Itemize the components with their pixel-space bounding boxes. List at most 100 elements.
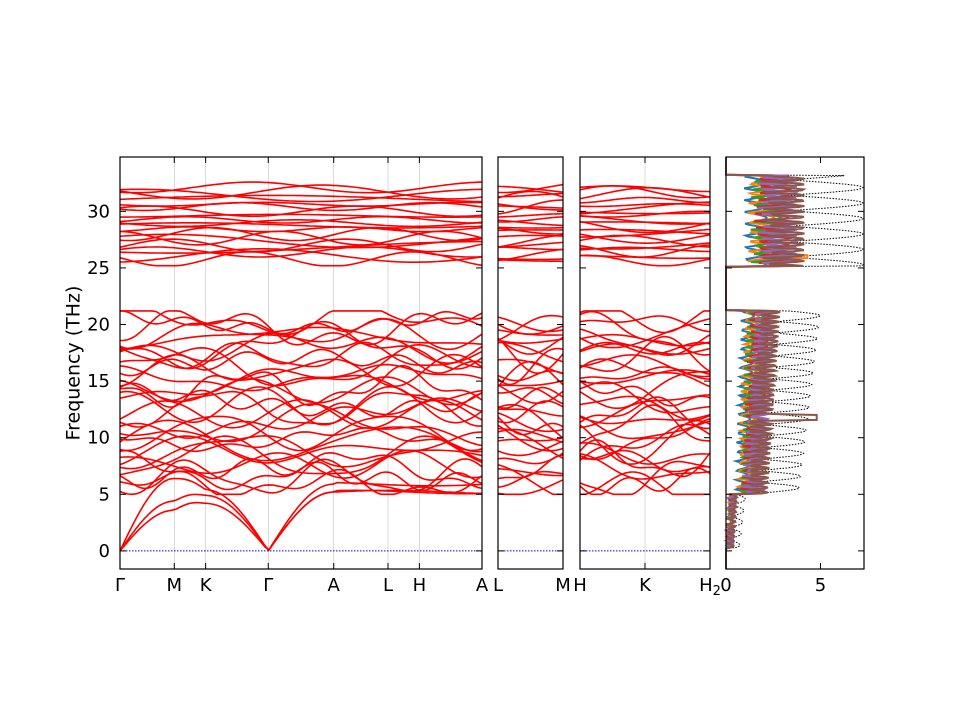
optical-band-low-10 <box>579 418 711 461</box>
optical-band-high-3 <box>498 257 563 261</box>
optical-band-high-5 <box>498 241 564 249</box>
optical-band-low-16 <box>497 408 563 417</box>
y-tick-label: 15 <box>87 371 110 392</box>
optical-band-high-8 <box>579 228 711 235</box>
optical-band-low-4 <box>119 449 483 491</box>
optical-band-low-20 <box>579 369 711 385</box>
optical-band-low-9 <box>119 419 483 462</box>
optical-band-low-27 <box>579 328 711 357</box>
optical-band-low-31 <box>497 314 564 341</box>
x-tick-label: A <box>328 575 341 596</box>
optical-band-low-12 <box>119 403 483 447</box>
optical-band-high-10 <box>498 226 563 229</box>
optical-band-high-7 <box>119 230 483 246</box>
x-tick-label: K <box>639 575 652 596</box>
optical-band-low-25 <box>498 341 564 363</box>
optical-band-high-4 <box>119 240 482 254</box>
optical-band-low-2 <box>119 458 483 496</box>
optical-band-high-20 <box>579 185 710 193</box>
optical-band-low-20 <box>119 368 483 402</box>
x-tick-label: Γ <box>115 575 125 596</box>
optical-band-high-18 <box>119 188 483 203</box>
optical-band-low-30 <box>119 310 483 346</box>
optical-band-high-17 <box>580 196 711 204</box>
x-tick-label: L <box>383 575 393 596</box>
acoustic-branch-3 <box>119 477 483 552</box>
x-tick-label: H <box>573 575 587 596</box>
x-tick-label: H <box>413 575 427 596</box>
acoustic-branch-2 <box>119 489 483 552</box>
optical-band-low-10 <box>497 436 564 442</box>
optical-band-low-5 <box>119 449 483 479</box>
optical-band-high-9 <box>498 227 563 235</box>
optical-band-low-32 <box>497 323 564 335</box>
optical-band-high-10 <box>119 222 483 229</box>
optical-band-low-32 <box>579 310 710 334</box>
optical-band-low-30 <box>497 316 564 333</box>
optical-band-low-4 <box>579 449 711 473</box>
y-tick-label: 25 <box>87 258 110 279</box>
optical-band-high-1 <box>498 259 563 263</box>
optical-band-high-3 <box>579 244 711 258</box>
optical-band-high-12 <box>498 216 563 223</box>
optical-band-low-21 <box>498 379 564 387</box>
optical-band-low-17 <box>119 382 483 418</box>
optical-band-high-20 <box>498 183 564 194</box>
optical-band-high-2 <box>119 248 483 263</box>
optical-band-high-15 <box>579 201 711 215</box>
optical-band-low-23 <box>579 354 711 378</box>
optical-band-low-4 <box>497 470 563 488</box>
optical-band-low-15 <box>497 400 564 424</box>
optical-band-low-29 <box>579 310 711 356</box>
optical-band-low-18 <box>119 376 483 406</box>
optical-band-high-13 <box>120 213 483 218</box>
optical-band-low-23 <box>498 358 564 375</box>
optical-band-low-5 <box>497 467 563 477</box>
optical-band-low-6 <box>579 439 711 478</box>
x-tick-label: L <box>493 575 503 596</box>
optical-band-low-26 <box>579 341 711 355</box>
optical-band-high-11 <box>119 219 483 228</box>
optical-band-low-24 <box>579 335 711 373</box>
optical-band-high-15 <box>497 199 563 215</box>
optical-band-low-8 <box>119 431 483 470</box>
panel-frame-1 <box>119 156 483 570</box>
x-tick-label: K <box>200 575 213 596</box>
optical-band-high-7 <box>498 234 563 238</box>
optical-band-high-8 <box>119 226 483 242</box>
optical-band-low-25 <box>119 341 483 370</box>
optical-band-high-3 <box>119 246 483 258</box>
y-tick-label: 0 <box>99 541 110 562</box>
x-tick-label: M <box>555 575 571 596</box>
dos-x-tick-label: 5 <box>815 575 826 596</box>
optical-band-low-28 <box>497 336 564 355</box>
optical-band-high-6 <box>119 233 483 249</box>
optical-band-low-18 <box>579 380 711 407</box>
optical-band-high-16 <box>497 203 563 211</box>
optical-band-low-29 <box>119 318 483 351</box>
y-tick-label: 20 <box>87 315 110 336</box>
optical-band-low-31 <box>579 315 711 333</box>
optical-band-low-11 <box>497 424 564 452</box>
x-tick-label: Γ <box>263 575 273 596</box>
optical-band-low-22 <box>579 358 711 388</box>
band-lines <box>119 157 711 569</box>
y-tick-label: 30 <box>87 201 110 222</box>
optical-band-low-16 <box>579 395 711 421</box>
optical-band-low-22 <box>119 353 483 388</box>
optical-band-high-16 <box>119 201 483 207</box>
optical-band-low-10 <box>119 427 483 453</box>
optical-band-low-26 <box>497 337 564 374</box>
optical-band-high-13 <box>579 210 710 218</box>
optical-band-high-17 <box>119 194 483 203</box>
x-tick-label: M <box>167 575 183 596</box>
y-tick-label: 5 <box>99 484 110 505</box>
optical-band-low-8 <box>497 440 564 457</box>
optical-band-low-12 <box>579 404 710 445</box>
optical-band-high-15 <box>119 201 483 212</box>
optical-band-high-16 <box>579 202 711 208</box>
optical-band-high-18 <box>498 192 563 198</box>
x-tick-label: A <box>476 575 489 596</box>
